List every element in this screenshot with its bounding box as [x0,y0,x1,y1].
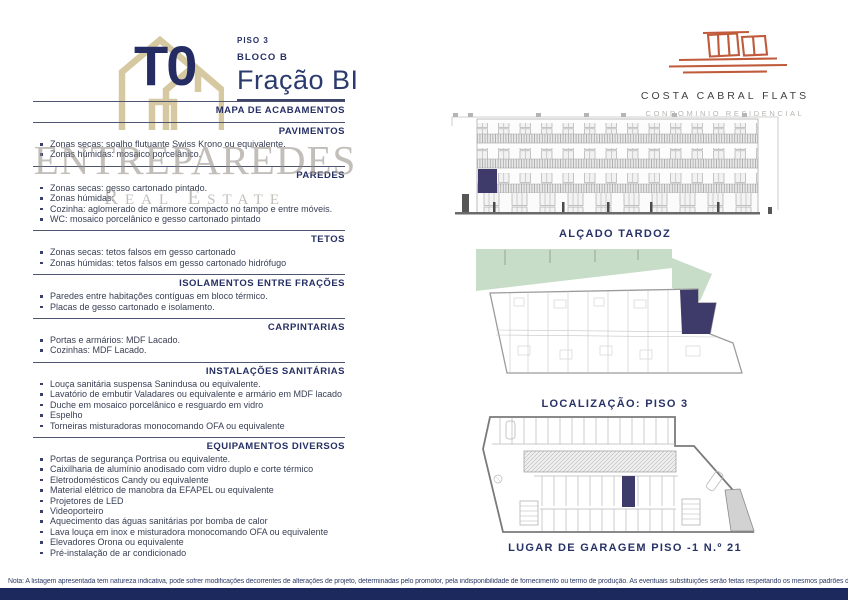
section-tetos: TETOS Zonas secas: tetos falsos em gesso… [33,230,345,268]
spec-item: Duche em mosaico porcelânico e resguardo… [33,400,345,410]
highlighted-unit-plan [680,289,716,334]
floor-plan-drawing [476,249,743,374]
spec-item: Paredes entre habitações contíguas em bl… [33,291,345,301]
spec-item: Caixilharia de alumínio anodisado com vi… [33,464,345,474]
spec-item: Zonas húmidas: tetos falsos em gesso car… [33,258,345,268]
spec-item: Videoporteiro [33,506,345,516]
costa-cabral-logo: COSTA CABRAL FLATS CONDOMINIO RESIDENCIA… [623,26,827,118]
section-isolamentos: ISOLAMENTOS ENTRE FRAÇÕES Paredes entre … [33,274,345,312]
spec-item: Projetores de LED [33,496,345,506]
spec-item: Louça sanitária suspensa Sanindusa ou eq… [33,379,345,389]
spec-item: Material elétrico de manobra da EFAPEL o… [33,485,345,495]
divider [33,122,345,123]
section-equipamentos-diversos: EQUIPAMENTOS DIVERSOS Portas de seguranç… [33,436,345,558]
spec-item: Torneiras misturadoras monocomando OFA o… [33,421,345,431]
section-paredes: PAREDES Zonas secas: gesso cartonado pin… [33,165,345,225]
highlighted-unit-elevation [478,169,497,193]
fraction-underline [237,99,345,101]
spec-item: Espelho [33,410,345,420]
spec-item: Pré-instalação de ar condicionado [33,548,345,558]
spec-item: Zonas secas: soalho flutuante Swiss Kron… [33,139,345,149]
location-label: LOCALIZAÇÃO: PISO 3 [541,398,689,410]
spec-item: Zonas secas: gesso cartonado pintado. [33,183,345,193]
elevation-label: ALÇADO TARDOZ [558,228,672,240]
section-title: PAREDES [296,169,345,181]
spec-item: WC: mosaico porcelânico e gesso cartonad… [33,214,345,224]
spec-item: Zonas secas: tetos falsos em gesso carto… [33,247,345,257]
costa-cabral-building-sketch-icon [668,30,788,74]
divider [33,230,345,232]
fraction-label: Fração BI [237,65,359,95]
spec-item: Cozinhas: MDF Lacado. [33,345,345,355]
spec-item: Cozinha: aglomerado de mármore compacto … [33,204,345,214]
divider [33,361,345,363]
spec-item: Lava louça em inox e misturadora monocom… [33,527,345,537]
divider [33,274,345,276]
spec-item: Zonas húmidas: mosaico porcelânico. [33,149,345,159]
elevation-drawing [451,113,779,215]
section-title: TETOS [311,234,345,246]
section-title: INSTALAÇÕES SANITÁRIAS [205,365,345,377]
entreparedes-house-icon [118,35,224,130]
section-title: ISOLAMENTOS ENTRE FRAÇÕES [179,278,345,290]
spec-item: Aquecimento das águas sanitárias por bom… [33,516,345,526]
spec-item: Lavatório de embutir Valadares ou equiva… [33,389,345,399]
spec-item: Eletrodomésticos Candy ou equivalente [33,475,345,485]
disclaimer-note: Nota: A listagem apresentada tem naturez… [8,578,848,585]
footer-bar [0,588,848,600]
brand-subtitle: CONDOMINIO RESIDENCIAL [645,109,805,118]
section-title: EQUIPAMENTOS DIVERSOS [206,440,345,452]
typology-label: T0 [134,34,197,97]
block-label: BLOCO B [237,52,288,63]
spec-item: Placas de gesso cartonado e isolamento. [33,302,345,312]
section-instalacoes-sanitarias: INSTALAÇÕES SANITÁRIAS Louça sanitária s… [33,361,345,431]
section-carpintarias: CARPINTARIAS Portas e armários: MDF Laca… [33,318,345,356]
unit-info: PISO 3 BLOCO B Fração BI [237,36,359,96]
highlighted-parking-space [622,476,635,507]
floor-label: PISO 3 [237,36,269,45]
spec-item: Zonas húmidas: [33,193,345,203]
divider [33,318,345,320]
spec-item: Elevadores Orona ou equivalente [33,537,345,547]
divider [33,165,345,167]
section-pavimentos: PAVIMENTOS Zonas secas: soalho flutuante… [33,122,345,160]
divider [33,101,345,102]
spec-item: Portas e armários: MDF Lacado. [33,335,345,345]
divider [33,436,345,438]
spec-item: Portas de segurança Portrisa ou equivale… [33,454,345,464]
map-title: MAPA DE ACABAMENTOS [215,105,345,116]
section-title: PAVIMENTOS [278,126,345,137]
brand-name: COSTA CABRAL FLATS [640,90,810,102]
finishes-column: MAPA DE ACABAMENTOS PAVIMENTOS Zonas sec… [33,95,345,558]
garage-label: LUGAR DE GARAGEM PISO -1 N.º 21 [508,542,742,554]
garage-plan-drawing [482,416,755,533]
section-title: CARPINTARIAS [267,322,345,334]
